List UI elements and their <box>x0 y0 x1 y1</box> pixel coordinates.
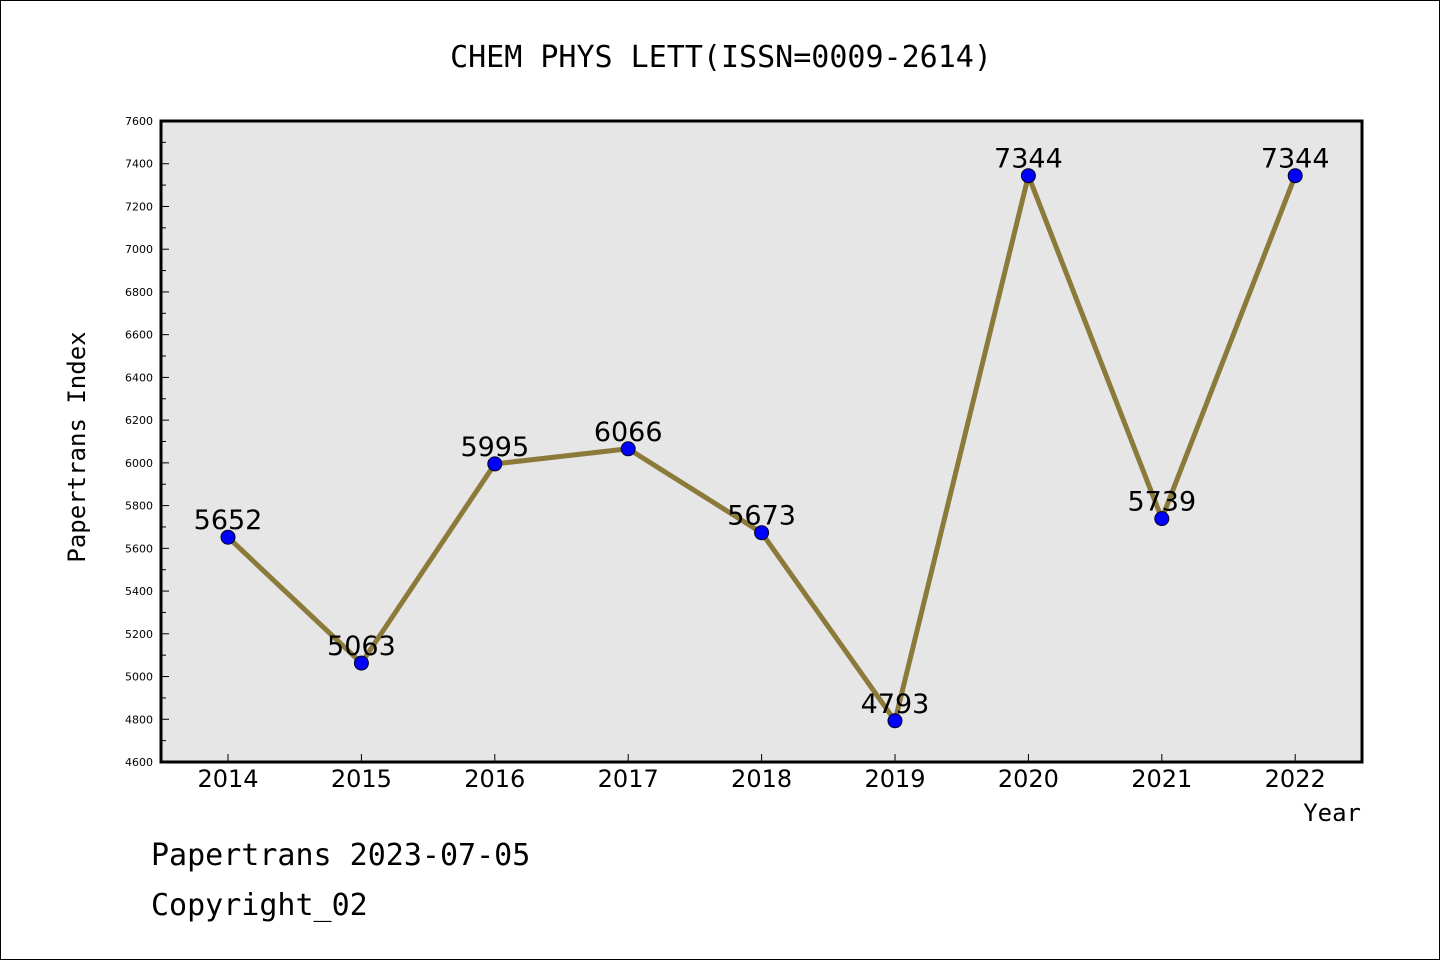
x-tick-label: 2019 <box>864 765 925 793</box>
x-tick-label: 2016 <box>464 765 525 793</box>
footer-date: Papertrans 2023-07-05 <box>151 838 530 873</box>
data-label: 5739 <box>1127 487 1196 518</box>
y-tick-label: 5600 <box>125 542 153 555</box>
x-tick-label: 2015 <box>331 765 392 793</box>
chart-title: CHEM PHYS LETT(ISSN=0009-2614) <box>450 40 992 75</box>
y-tick-label: 7200 <box>125 200 153 213</box>
y-tick-label: 4600 <box>125 756 153 769</box>
x-tick-label: 2022 <box>1265 765 1326 793</box>
data-point <box>353 655 369 671</box>
y-tick-label: 7400 <box>125 158 153 171</box>
y-tick-label: 5000 <box>125 671 153 684</box>
y-tick-label: 6400 <box>125 371 153 384</box>
x-tick-label: 2017 <box>598 765 659 793</box>
y-axis-ticks: 4600 4800 5000 5200 5400 5600 5800 6000 6200 6400… <box>125 115 169 769</box>
data-point <box>1020 168 1036 184</box>
y-tick-label: 5400 <box>125 585 153 598</box>
data-labels: 5652 5063 5995 6066 5673 4793 7344 5739 7344 <box>194 144 1330 720</box>
y-tick-label: 6000 <box>125 457 153 470</box>
data-label: 5063 <box>327 631 396 662</box>
data-label: 4793 <box>861 689 930 720</box>
data-label: 5673 <box>727 501 796 532</box>
data-point <box>487 456 503 472</box>
x-tick-label: 2014 <box>197 765 258 793</box>
data-point <box>754 525 770 541</box>
y-tick-label: 7000 <box>125 243 153 256</box>
data-label: 5995 <box>460 432 529 463</box>
x-tick-label: 2018 <box>731 765 792 793</box>
y-tick-label: 5800 <box>125 500 153 513</box>
data-label: 6066 <box>594 417 663 448</box>
plot-area <box>159 119 1364 764</box>
y-tick-label: 7600 <box>125 115 153 128</box>
x-axis-label: Year <box>1303 799 1361 827</box>
y-tick-label: 4800 <box>125 713 153 726</box>
data-point <box>1154 511 1170 527</box>
y-axis-label: Papertrans Index <box>63 331 91 562</box>
x-axis-ticks: 2014 2015 2016 2017 2018 2019 2020 2021 2022 <box>197 754 1326 793</box>
data-point <box>620 441 636 457</box>
data-label: 7344 <box>994 144 1063 175</box>
data-label: 7344 <box>1261 144 1330 175</box>
y-tick-label: 5200 <box>125 628 153 641</box>
y-tick-label: 6600 <box>125 329 153 342</box>
data-label: 5652 <box>194 505 263 536</box>
x-tick-label: 2021 <box>1131 765 1192 793</box>
footer-copyright: Copyright_02 <box>151 888 368 923</box>
data-point <box>887 713 903 729</box>
x-tick-label: 2020 <box>998 765 1059 793</box>
data-point <box>220 529 236 545</box>
y-tick-label: 6800 <box>125 286 153 299</box>
y-tick-label: 6200 <box>125 414 153 427</box>
series-markers <box>220 168 1303 729</box>
data-point <box>1287 168 1303 184</box>
